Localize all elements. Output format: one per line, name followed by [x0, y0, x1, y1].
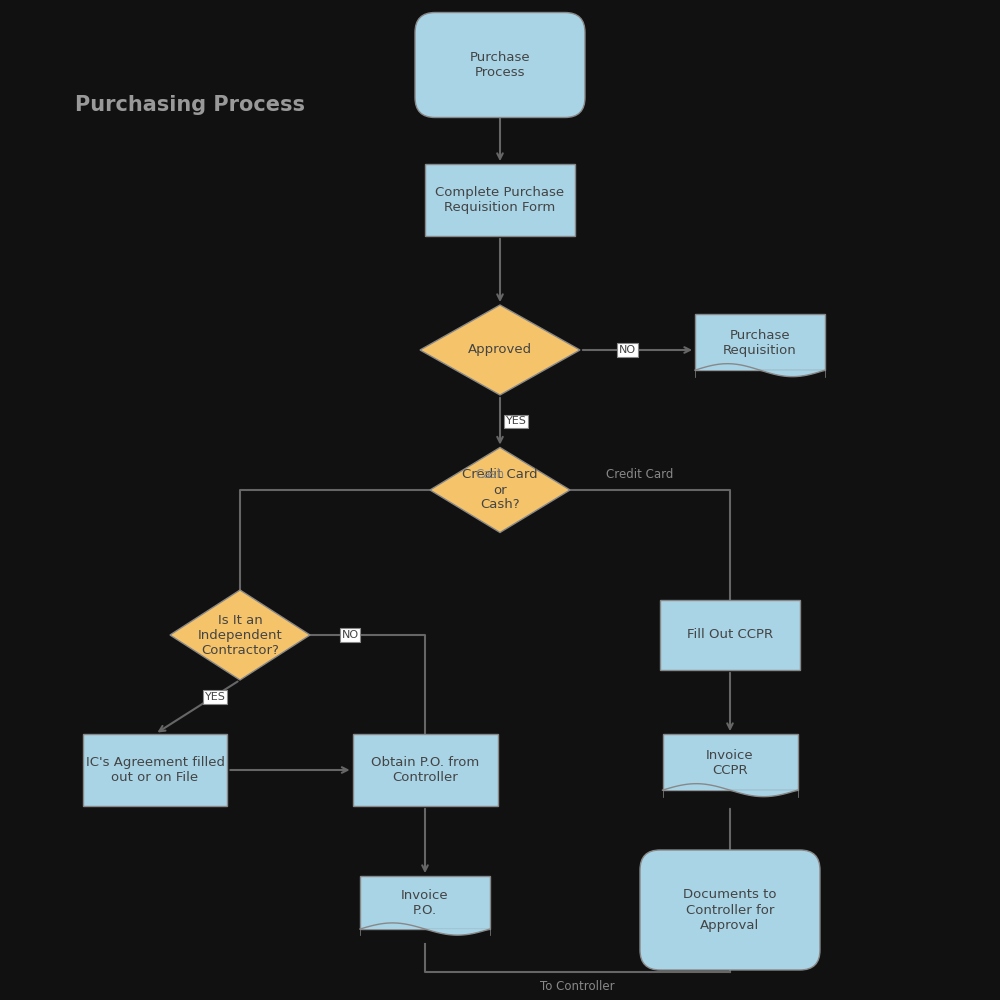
- Text: Cash: Cash: [475, 468, 505, 482]
- Bar: [82, 734, 227, 806]
- Text: Approved: Approved: [468, 344, 532, 357]
- Text: NO: NO: [341, 630, 359, 640]
- Bar: [360, 876, 490, 929]
- Text: YES: YES: [205, 692, 225, 702]
- Text: Credit Card
or
Cash?: Credit Card or Cash?: [462, 468, 538, 512]
- Bar: [352, 734, 498, 806]
- Text: NO: NO: [619, 345, 636, 355]
- Text: YES: YES: [506, 416, 526, 426]
- Text: Credit Card: Credit Card: [606, 468, 674, 482]
- Bar: [662, 734, 798, 790]
- Polygon shape: [430, 448, 570, 532]
- FancyBboxPatch shape: [640, 850, 820, 970]
- Text: Invoice
CCPR: Invoice CCPR: [706, 749, 754, 777]
- Text: Fill Out CCPR: Fill Out CCPR: [687, 629, 773, 642]
- Text: Purchase
Process: Purchase Process: [470, 51, 530, 79]
- Text: Complete Purchase
Requisition Form: Complete Purchase Requisition Form: [435, 186, 565, 214]
- Polygon shape: [170, 590, 310, 680]
- Bar: [695, 314, 825, 370]
- Text: Is It an
Independent
Contractor?: Is It an Independent Contractor?: [198, 613, 282, 656]
- Text: Purchase
Requisition: Purchase Requisition: [723, 329, 797, 357]
- Text: Documents to
Controller for
Approval: Documents to Controller for Approval: [683, 888, 777, 932]
- Bar: [660, 600, 800, 670]
- Text: Purchasing Process: Purchasing Process: [75, 95, 305, 115]
- Bar: [425, 164, 575, 236]
- FancyBboxPatch shape: [415, 12, 585, 117]
- Polygon shape: [420, 305, 580, 395]
- Text: Obtain P.O. from
Controller: Obtain P.O. from Controller: [371, 756, 479, 784]
- Text: IC's Agreement filled
out or on File: IC's Agreement filled out or on File: [86, 756, 224, 784]
- Text: Invoice
P.O.: Invoice P.O.: [401, 889, 449, 917]
- Text: To Controller: To Controller: [540, 980, 615, 994]
